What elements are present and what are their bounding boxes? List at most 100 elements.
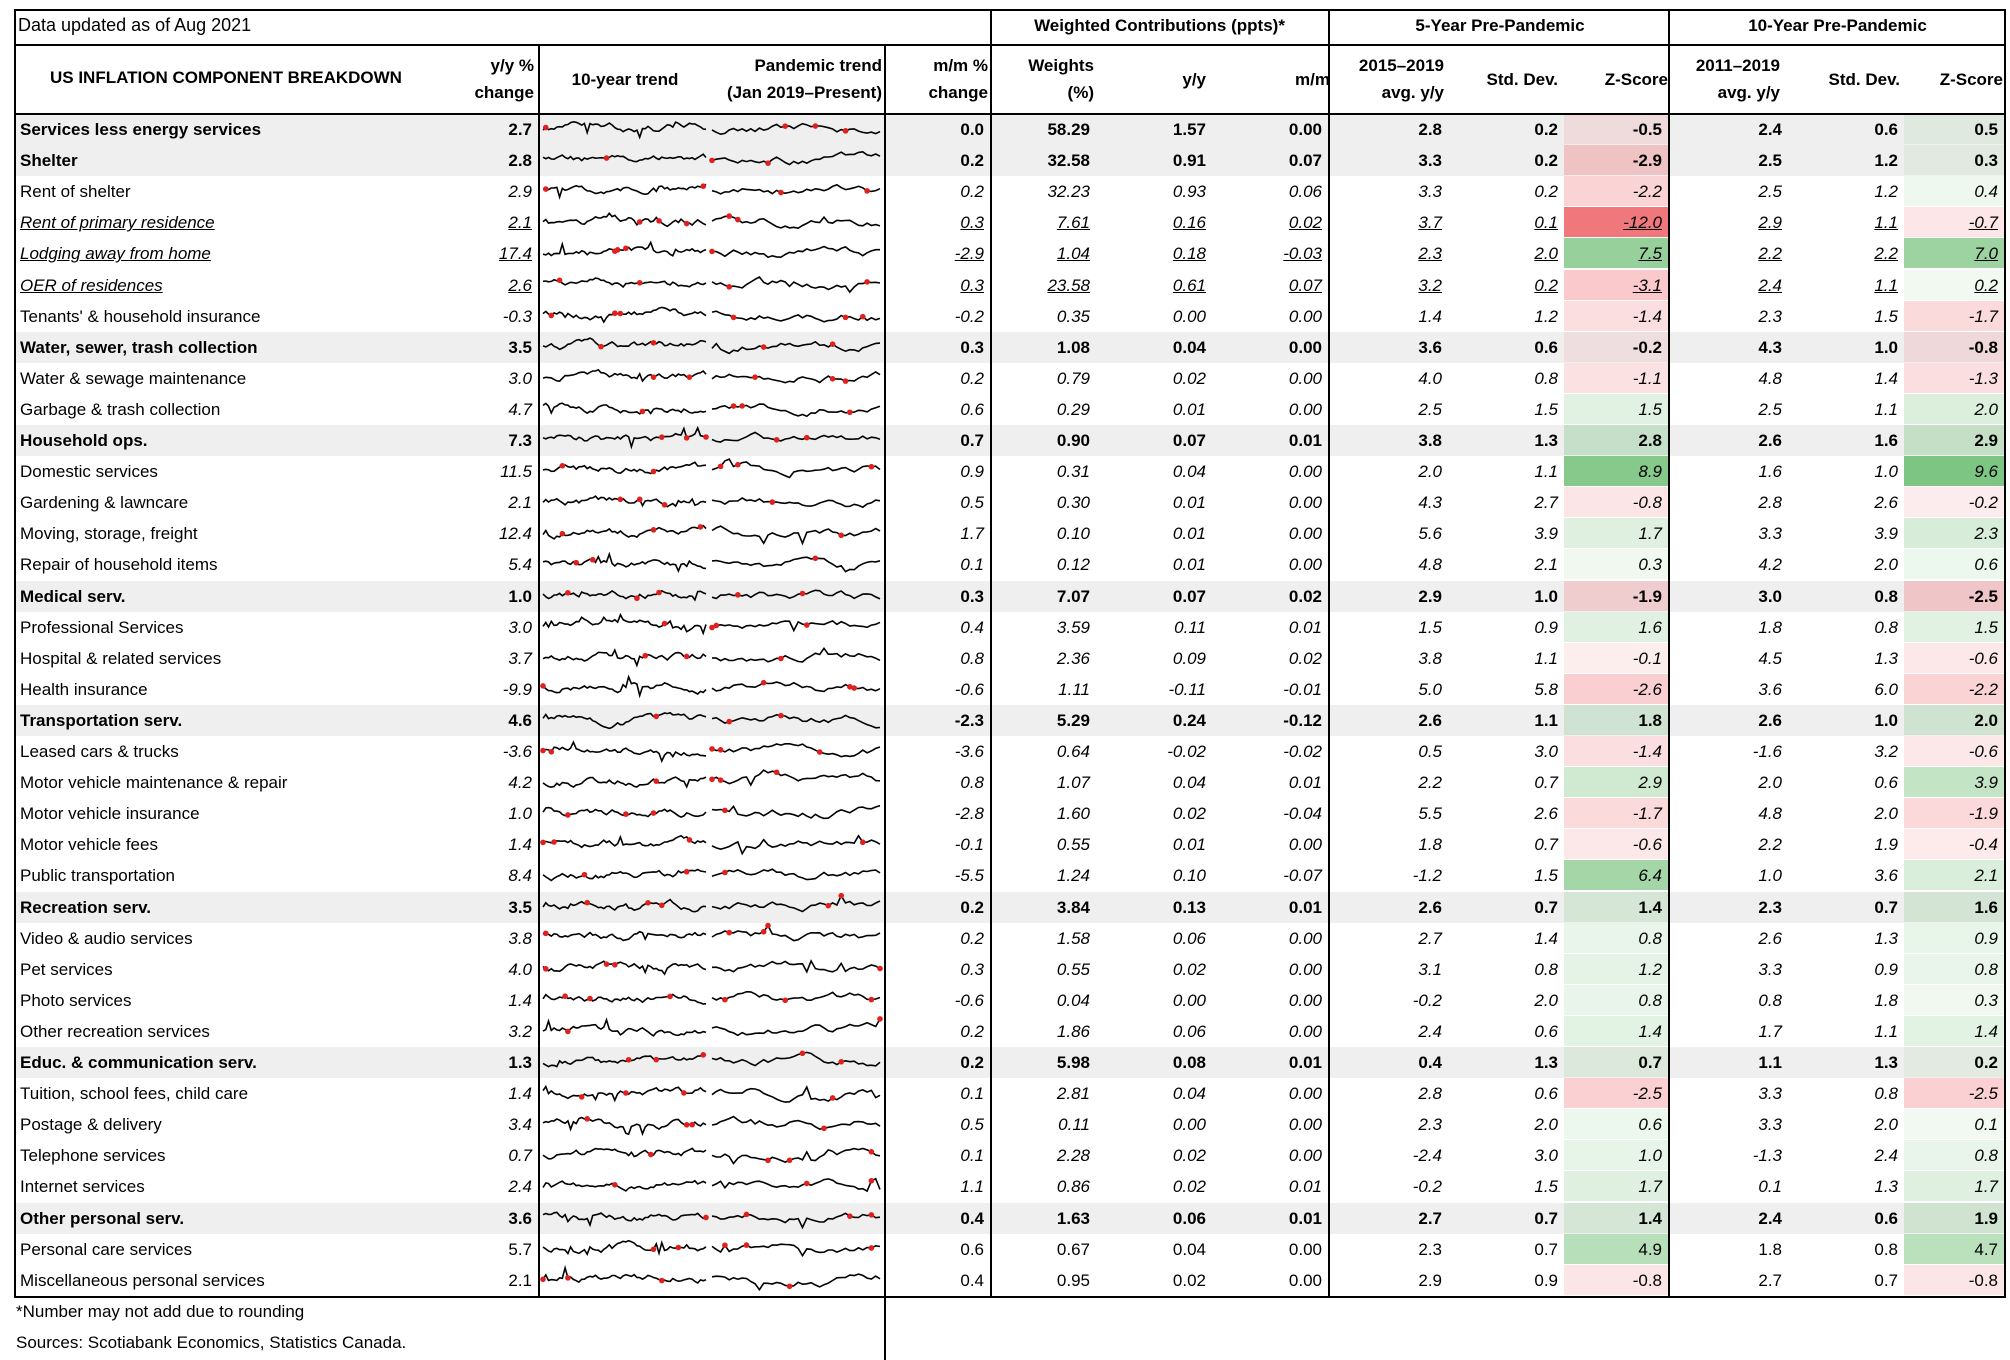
cell-s10: 1.1	[1874, 213, 1898, 233]
sparkline-marker	[636, 279, 643, 286]
cell-a10: 2.5	[1758, 399, 1782, 419]
cell-w: 0.10	[1056, 524, 1090, 544]
cell-yoy: 3.7	[508, 648, 532, 668]
cell-s10: 1.9	[1874, 835, 1898, 855]
sparkline-marker	[551, 839, 557, 845]
cell-z10: -0.6	[1904, 642, 2004, 673]
cell-s5: 0.7	[1534, 835, 1558, 855]
cell-a10: -1.6	[1752, 742, 1782, 761]
sparkline-marker	[709, 624, 715, 631]
cell-z5: 1.5	[1564, 393, 1668, 424]
cell-name: Professional Services	[20, 617, 184, 637]
cell-z10: 1.5	[1904, 611, 2004, 642]
cell-s10: 3.6	[1874, 866, 1898, 886]
sparkline	[542, 1239, 707, 1257]
cell-z10: -0.2	[1904, 487, 2004, 518]
sparkline	[542, 612, 707, 636]
cell-s10: 1.3	[1874, 648, 1898, 668]
sparkline	[542, 495, 707, 508]
sparkline-marker	[821, 1125, 827, 1132]
cell-w: 3.84	[1056, 897, 1090, 917]
cell-z5: -12.0	[1564, 207, 1668, 238]
cell-a5: 0.4	[1418, 1053, 1442, 1072]
cell-a10: 3.3	[1758, 959, 1782, 979]
cell-s5: 1.2	[1534, 306, 1558, 326]
cell-a5: 5.5	[1418, 804, 1442, 824]
sparkline-marker	[683, 220, 690, 227]
sparkline	[711, 1085, 881, 1103]
sparkline-marker	[786, 1283, 793, 1290]
cell-a10: 4.2	[1758, 555, 1782, 575]
cell-s10: 1.0	[1874, 462, 1898, 482]
cell-wm: 0.02	[1288, 213, 1322, 233]
sparkline-marker	[650, 374, 657, 380]
table-bottom	[14, 1296, 2005, 1298]
cell-yoy: 3.0	[508, 617, 532, 637]
sparkline	[711, 403, 881, 418]
cell-s5: 1.5	[1534, 399, 1558, 419]
sparkline-marker	[656, 218, 662, 224]
cell-wy: 0.10	[1172, 866, 1206, 886]
sparkline-marker	[877, 965, 883, 972]
sparkline-marker	[778, 189, 784, 196]
cell-z5: -2.6	[1564, 673, 1668, 704]
sparkline-marker	[859, 313, 866, 320]
sparkline-marker	[726, 929, 733, 936]
sparkline-marker	[636, 496, 643, 503]
cell-mom: -0.6	[954, 679, 984, 699]
cell-wm: 0.01	[1288, 1177, 1322, 1197]
sparkline-marker	[812, 555, 819, 562]
cell-yoy: 4.2	[508, 773, 532, 793]
sparkline-marker	[859, 839, 866, 846]
five-z-header: Z-Score	[1604, 70, 1668, 89]
component-header: US INFLATION COMPONENT BREAKDOWN	[50, 68, 402, 87]
cell-z10: 9.6	[1904, 456, 2004, 487]
cell-a10: 2.3	[1758, 897, 1782, 917]
sparkline-marker	[623, 811, 629, 817]
sparkline-marker	[700, 183, 707, 190]
cell-w: 2.81	[1056, 1084, 1090, 1104]
cell-a5: 3.2	[1418, 275, 1442, 295]
sparkline-marker	[730, 314, 737, 321]
cell-wy: -0.11	[1168, 679, 1207, 699]
cell-z5: -1.4	[1564, 300, 1668, 331]
sparkline-marker	[760, 928, 767, 935]
cell-wy: 0.61	[1172, 275, 1206, 295]
cell-a5: 3.1	[1418, 959, 1442, 979]
cell-a10: 3.3	[1758, 1115, 1782, 1135]
cell-a10: 2.0	[1758, 773, 1782, 793]
cell-yoy: 1.3	[508, 1053, 532, 1072]
cell-wy: 0.06	[1172, 1208, 1206, 1228]
sparkline-marker	[623, 1090, 629, 1096]
cell-z5: 1.2	[1564, 953, 1668, 984]
sparkline-marker	[717, 747, 724, 753]
cell-s10: 0.6	[1874, 120, 1898, 139]
cell-z10: -2.5	[1904, 1078, 2004, 1109]
cell-w: 5.98	[1056, 1053, 1090, 1072]
cell-wy: 0.04	[1172, 1084, 1206, 1104]
cell-z10: 1.9	[1904, 1202, 2004, 1233]
sparkline-marker	[587, 995, 593, 1002]
sparkline	[711, 924, 881, 942]
cell-z10: -1.9	[1904, 798, 2004, 829]
cell-s5: 3.0	[1534, 742, 1558, 761]
cell-mom: 0.4	[960, 1270, 984, 1290]
cell-wy: 0.11	[1174, 617, 1206, 637]
cell-z5: 2.8	[1564, 425, 1668, 455]
cell-a5: 4.0	[1418, 368, 1442, 388]
cell-a5: 3.3	[1418, 182, 1442, 202]
cell-a5: 3.8	[1418, 648, 1442, 668]
cell-a10: 2.7	[1758, 1270, 1782, 1290]
cell-s10: 0.6	[1874, 773, 1898, 793]
cell-s5: 2.6	[1534, 804, 1558, 824]
cell-a5: -0.2	[1412, 1177, 1442, 1197]
cell-s5: 1.1	[1534, 462, 1558, 482]
cell-wm: 0.00	[1288, 835, 1322, 855]
cell-z5: -0.8	[1564, 1264, 1668, 1295]
cell-a10: 2.5	[1758, 182, 1782, 202]
sparkline-marker	[647, 1151, 654, 1158]
sparkline-marker	[842, 314, 849, 321]
cell-yoy: 1.0	[508, 586, 532, 606]
cell-a5: 3.7	[1418, 213, 1442, 233]
